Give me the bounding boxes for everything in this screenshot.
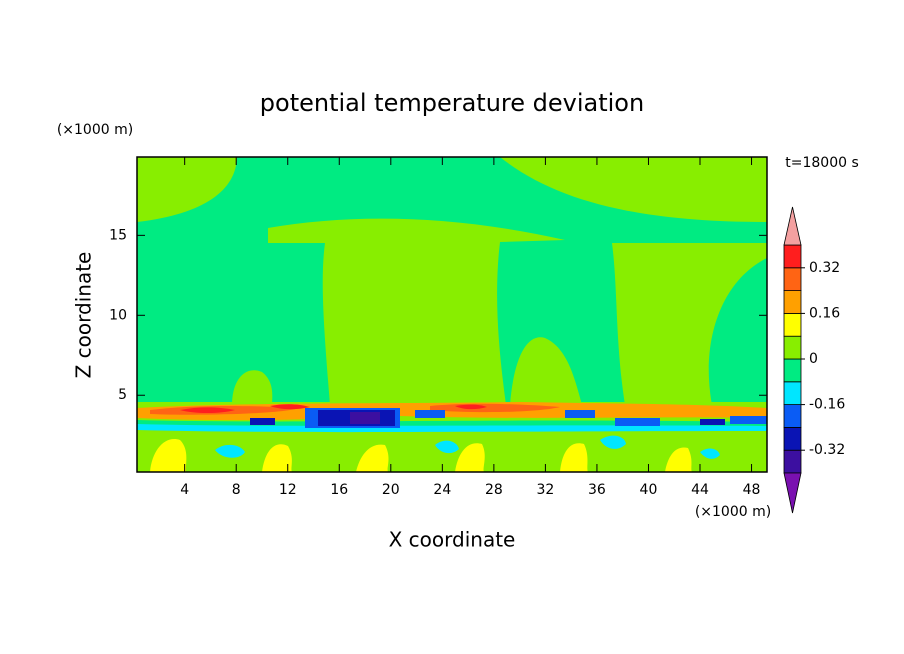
contour-region [665,447,692,472]
time-annotation: t=18000 s [785,155,859,171]
contour-region [615,418,660,426]
x-tick-label: 8 [232,482,241,498]
contour-region [730,416,767,424]
y-tick-label: 10 [109,307,127,323]
y-tick-label: 15 [109,227,127,243]
contour-region [137,157,237,222]
colorbar-bin [783,335,802,360]
colorbar-extend-low [783,472,802,514]
y-axis-label: Z coordinate [72,252,96,379]
x-tick-label: 32 [536,482,554,498]
colorbar-bin [783,290,802,314]
contour-region [262,444,292,472]
x-axis-label: X coordinate [389,528,516,552]
contour-region [510,337,582,405]
colorbar-tick-label: 0.16 [809,305,840,321]
contour-region [250,418,275,425]
contour-region [270,404,310,410]
contour-region [137,424,767,433]
contour-region [415,410,445,418]
contour-region [455,404,487,410]
contour-region [350,412,380,424]
colorbar-tick-label: 0.32 [809,260,840,276]
contour-region [435,440,459,454]
y-unit: (×1000 m) [57,122,133,138]
colorbar-bin [783,244,802,269]
colorbar-tick-label: 0 [809,351,818,367]
x-tick-label: 12 [279,482,297,498]
contour-region [232,370,273,405]
contour-region [268,218,565,405]
x-tick-label: 20 [382,482,400,498]
plot-frame [136,156,768,473]
y-tick-label: 5 [118,387,127,403]
x-unit: (×1000 m) [695,504,771,520]
colorbar-bin [783,381,802,405]
contour-region [455,443,485,472]
contour-region [356,444,389,472]
contour-region [700,419,725,425]
contour-region [600,435,626,449]
contour-region [180,407,235,413]
contour-region [612,243,767,405]
contour-region [215,444,245,458]
contour-region [150,439,187,472]
x-tick-label: 48 [743,482,761,498]
contour-region [700,448,720,459]
colorbar-bin [783,312,802,337]
x-tick-label: 36 [588,482,606,498]
contour-region [560,443,588,472]
x-tick-label: 4 [180,482,189,498]
contour-region [137,402,767,472]
colorbar-bin [783,426,802,451]
chart-title: potential temperature deviation [260,89,644,117]
colorbar-tick-label: -0.32 [809,442,845,458]
contour-region [565,410,595,418]
x-tick-label: 16 [330,482,348,498]
colorbar-extend-high [783,206,802,246]
colorbar-bin [783,358,802,383]
x-tick-label: 44 [691,482,709,498]
colorbar-bin [783,267,802,291]
colorbar-bin [783,449,802,474]
x-tick-label: 40 [640,482,658,498]
x-tick-label: 24 [433,482,451,498]
colorbar-bin [783,404,802,428]
contour-region [500,157,767,222]
colorbar-tick-label: -0.16 [809,397,845,413]
contour-field [137,157,767,472]
x-tick-label: 28 [485,482,503,498]
